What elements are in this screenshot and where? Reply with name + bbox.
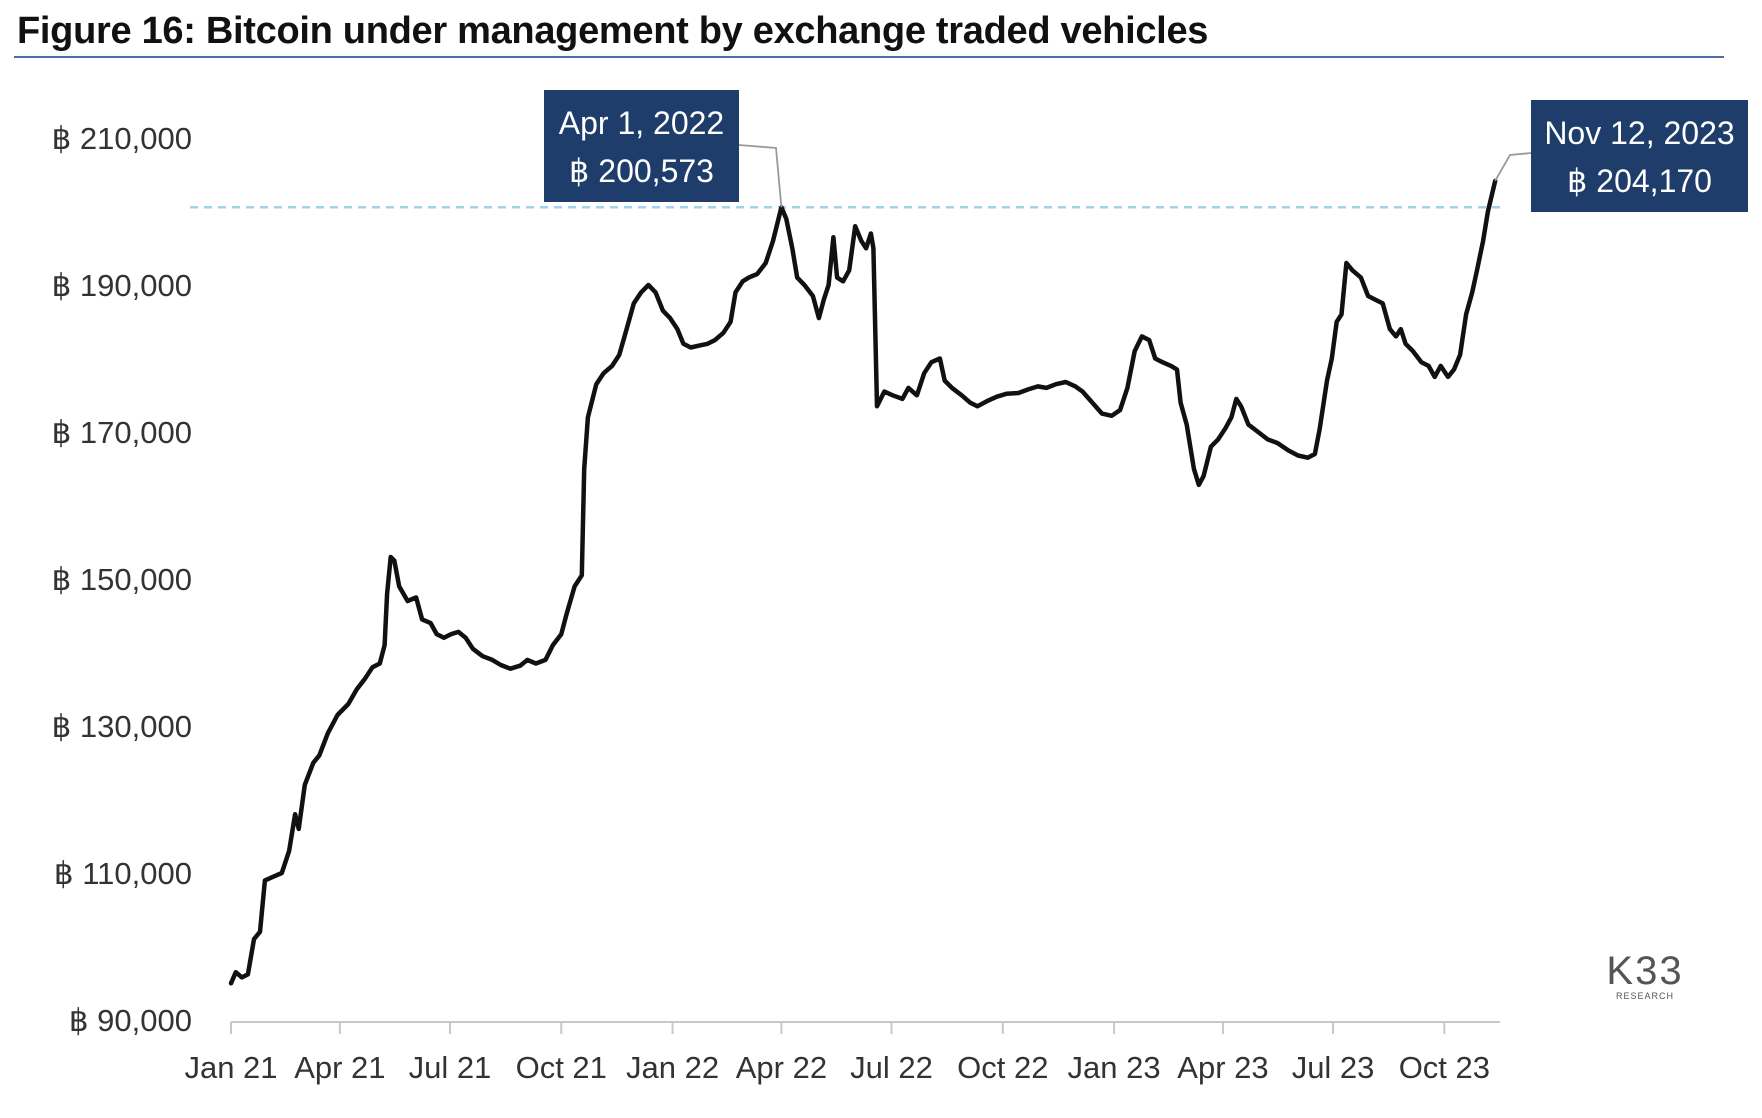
x-tick-label: Apr 21 bbox=[294, 1050, 385, 1085]
chart-title: Figure 16: Bitcoin under management by e… bbox=[17, 10, 1209, 52]
callout-date: Nov 12, 2023 bbox=[1544, 115, 1734, 151]
y-tick-label: ฿ 110,000 bbox=[54, 856, 192, 891]
y-tick-label: ฿ 190,000 bbox=[52, 268, 192, 303]
x-tick-label: Oct 21 bbox=[516, 1050, 607, 1085]
y-tick-label: ฿ 90,000 bbox=[69, 1003, 192, 1038]
x-tick-label: Jan 22 bbox=[626, 1050, 719, 1085]
y-tick-label: ฿ 170,000 bbox=[52, 415, 192, 450]
callout-box bbox=[1531, 100, 1748, 212]
callout-leader-line bbox=[738, 144, 783, 208]
x-tick-label: Oct 22 bbox=[957, 1050, 1048, 1085]
callout-leader-line bbox=[1494, 152, 1532, 182]
logo-mark: K33 bbox=[1606, 949, 1684, 993]
series-line bbox=[228, 178, 1498, 986]
x-tick-label: Jan 23 bbox=[1068, 1050, 1161, 1085]
x-tick-label: Jul 21 bbox=[409, 1050, 492, 1085]
x-axis: Jan 21 Apr 21 Jul 21 Oct 21 Jan 22 Apr 22 Jul … bbox=[184, 1021, 1500, 1085]
callout-date: Apr 1, 2022 bbox=[559, 105, 724, 141]
series-group bbox=[228, 178, 1498, 986]
annotation-callout: Nov 12, 2023 ฿ 204,170 bbox=[1494, 100, 1748, 212]
x-tick-label: Jul 23 bbox=[1292, 1050, 1375, 1085]
title-divider bbox=[14, 56, 1724, 58]
x-tick-label: Apr 22 bbox=[736, 1050, 827, 1085]
callout-value: ฿ 200,573 bbox=[569, 153, 714, 189]
annotation-callout: Apr 1, 2022 ฿ 200,573 bbox=[544, 90, 783, 208]
k33-research-logo: K33 RESEARCH bbox=[1594, 951, 1696, 1001]
y-tick-label: ฿ 150,000 bbox=[52, 562, 192, 597]
y-tick-label: ฿ 210,000 bbox=[52, 121, 192, 156]
callout-group: Apr 1, 2022 ฿ 200,573 Nov 12, 2023 ฿ 204,17… bbox=[544, 90, 1748, 212]
callout-value: ฿ 204,170 bbox=[1567, 163, 1712, 199]
x-tick-label: Jan 21 bbox=[184, 1050, 277, 1085]
x-tick-label: Apr 23 bbox=[1177, 1050, 1268, 1085]
x-tick-label: Jul 22 bbox=[850, 1050, 933, 1085]
x-tick-label: Oct 23 bbox=[1399, 1050, 1490, 1085]
logo-subtitle: RESEARCH bbox=[1615, 991, 1674, 1001]
y-axis: ฿ 90,000 ฿ 110,000 ฿ 130,000 ฿ 150,000 ฿ 170… bbox=[52, 121, 192, 1038]
callout-box bbox=[544, 90, 739, 202]
y-tick-label: ฿ 130,000 bbox=[52, 709, 192, 744]
